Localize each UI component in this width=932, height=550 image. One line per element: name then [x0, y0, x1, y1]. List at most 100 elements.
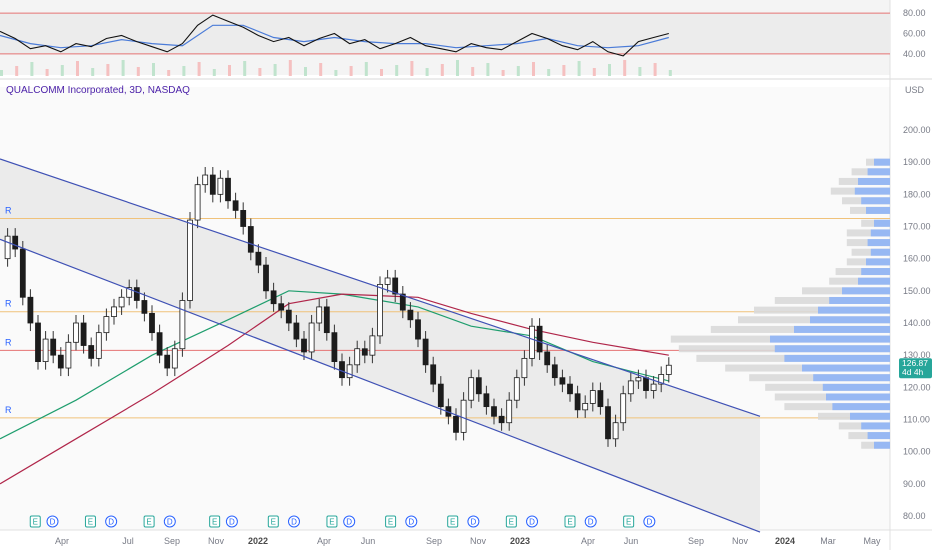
- candle-body: [202, 174, 209, 186]
- oscillator-volume-bar: [562, 65, 566, 76]
- candle-body: [225, 177, 231, 202]
- price-axis[interactable]: 200.00 190.00 180.00 170.00 160.00 150.00 140.…: [903, 125, 931, 521]
- oscillator-volume-bar: [136, 67, 140, 76]
- dividend-marker-badge: [467, 515, 480, 528]
- oscillator-volume-bar: [577, 61, 581, 76]
- candle-body: [323, 306, 330, 334]
- countdown-value: 4d 4h: [902, 367, 924, 377]
- dividend-marker[interactable]: D: [526, 515, 539, 528]
- oscillator-tick-label: 80.00: [903, 8, 926, 18]
- time-tick-label: 2023: [510, 536, 530, 546]
- dividend-marker[interactable]: D: [288, 515, 300, 528]
- earnings-marker[interactable]: E: [29, 515, 41, 528]
- candle-body: [589, 390, 596, 404]
- earnings-marker[interactable]: E: [84, 515, 96, 528]
- volume-profile-up-bar: [866, 258, 890, 266]
- earnings-marker[interactable]: E: [267, 515, 279, 528]
- oscillator-volume-bar: [638, 67, 642, 76]
- volume-profile-up-bar: [784, 354, 890, 362]
- candle-body: [301, 338, 307, 353]
- channel-upper-line[interactable]: [0, 158, 761, 417]
- earnings-marker[interactable]: E: [385, 515, 397, 528]
- volume-profile-up-bar: [867, 432, 890, 440]
- price-tick-label: 180.00: [903, 189, 931, 199]
- candle-body: [498, 415, 505, 424]
- dividend-marker-badge: [288, 515, 300, 528]
- volume-profile-up-bar: [867, 239, 890, 247]
- dividend-marker-badge: [225, 515, 238, 528]
- candle-body: [149, 312, 155, 334]
- dividend-marker[interactable]: D: [343, 515, 356, 528]
- time-tick-label: Jun: [624, 536, 639, 546]
- event-marker-letter: D: [646, 518, 652, 527]
- dividend-marker[interactable]: D: [225, 515, 238, 528]
- oscillator-volume-bar: [532, 62, 535, 76]
- candle-body: [597, 390, 604, 408]
- time-axis[interactable]: Apr Jul Sep Nov 2022 Apr Jun Sep Nov 2023 Apr Jun Se…: [55, 536, 881, 546]
- earnings-marker[interactable]: E: [447, 515, 459, 528]
- event-marker-letter: E: [271, 518, 276, 527]
- channel-lower-line[interactable]: [0, 238, 761, 533]
- oscillator-volume-bar: [334, 70, 338, 76]
- candle-body: [73, 322, 79, 343]
- time-tick-label: Apr: [55, 536, 69, 546]
- oscillator-volume-bar: [76, 61, 79, 76]
- candle-body: [422, 338, 429, 366]
- channel-layer[interactable]: [0, 158, 761, 533]
- candle-body: [453, 415, 459, 433]
- resistance-level-label: R: [5, 205, 12, 215]
- dividend-marker[interactable]: D: [105, 515, 118, 528]
- volume-profile-up-bar: [818, 306, 890, 314]
- event-marker-letter: E: [388, 518, 393, 527]
- volume-profile-up-bar: [870, 229, 890, 237]
- dividend-marker[interactable]: D: [405, 515, 418, 528]
- oscillator-volume-bar: [395, 65, 399, 76]
- volume-profile-up-bar: [850, 412, 890, 420]
- earnings-marker[interactable]: E: [564, 515, 576, 528]
- candle-body: [270, 290, 277, 305]
- candle-body: [339, 361, 345, 379]
- oscillator-volume-bar: [258, 68, 262, 76]
- candle-body: [27, 296, 34, 324]
- earnings-marker-badge: [385, 515, 397, 528]
- candle-body: [620, 393, 627, 424]
- time-tick-label: Jun: [361, 536, 376, 546]
- earnings-marker[interactable]: E: [143, 515, 155, 528]
- time-tick-label: Sep: [688, 536, 704, 546]
- time-tick-label: Jul: [122, 536, 134, 546]
- candle-body: [187, 219, 193, 301]
- candle-body: [217, 177, 224, 195]
- earnings-marker[interactable]: E: [209, 515, 221, 528]
- volume-profile-up-bar: [854, 187, 890, 195]
- earnings-marker-badge: [267, 515, 279, 528]
- volume-profile-up-bar: [861, 422, 890, 430]
- volume-profile-up-bar: [874, 158, 890, 166]
- volume-profile-up-bar: [774, 345, 890, 353]
- oscillator-volume-bar: [319, 63, 323, 76]
- volume-profile-up-bar: [866, 206, 890, 214]
- volume-profile-total-bar: [846, 229, 890, 237]
- earnings-marker[interactable]: E: [505, 515, 517, 528]
- dividend-marker[interactable]: D: [46, 515, 59, 528]
- dividend-marker[interactable]: D: [643, 515, 656, 528]
- candle-body: [612, 422, 619, 440]
- oscillator-volume-bar: [547, 69, 551, 76]
- event-marker-letter: D: [50, 518, 56, 527]
- price-tick-label: 120.00: [903, 382, 931, 392]
- event-marker-letter: E: [626, 518, 631, 527]
- dividend-marker[interactable]: D: [467, 515, 480, 528]
- volume-profile-up-bar: [867, 168, 890, 176]
- volume-profile-up-bar: [770, 335, 890, 343]
- volume-profile-up-bar: [858, 277, 890, 285]
- event-marker-letter: E: [329, 518, 334, 527]
- candle-body: [437, 383, 444, 408]
- oscillator-volume-bar: [197, 62, 201, 76]
- price-tick-label: 140.00: [903, 318, 931, 328]
- dividend-marker[interactable]: D: [163, 515, 176, 528]
- candle-body: [278, 303, 285, 311]
- earnings-marker[interactable]: E: [623, 515, 635, 528]
- dividend-marker[interactable]: D: [584, 515, 597, 528]
- earnings-marker[interactable]: E: [326, 515, 338, 528]
- resistance-level-label: R: [5, 405, 12, 415]
- time-tick-label: 2022: [248, 536, 268, 546]
